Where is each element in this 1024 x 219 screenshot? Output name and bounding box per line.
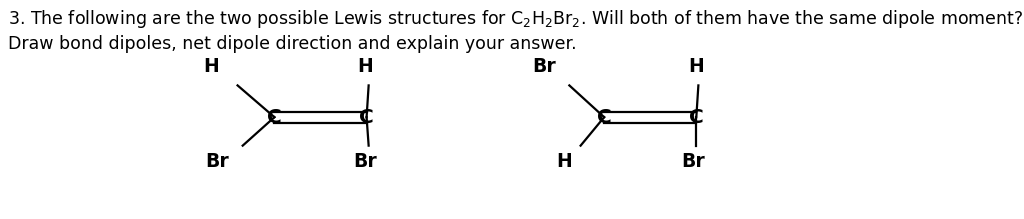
Text: H: H [556, 152, 571, 171]
Text: Br: Br [681, 152, 705, 171]
Text: C: C [267, 108, 282, 127]
Text: H: H [357, 57, 373, 76]
Text: Draw bond dipoles, net dipole direction and explain your answer.: Draw bond dipoles, net dipole direction … [8, 35, 577, 53]
Text: C: C [597, 108, 611, 127]
Text: C: C [689, 108, 703, 127]
Text: H: H [688, 57, 703, 76]
Text: Br: Br [205, 152, 228, 171]
Text: H: H [203, 57, 218, 76]
Text: 3. The following are the two possible Lewis structures for C$_2$H$_2$Br$_2$. Wil: 3. The following are the two possible Le… [8, 8, 1023, 30]
Text: C: C [359, 108, 374, 127]
Text: Br: Br [532, 57, 556, 76]
Text: Br: Br [353, 152, 377, 171]
